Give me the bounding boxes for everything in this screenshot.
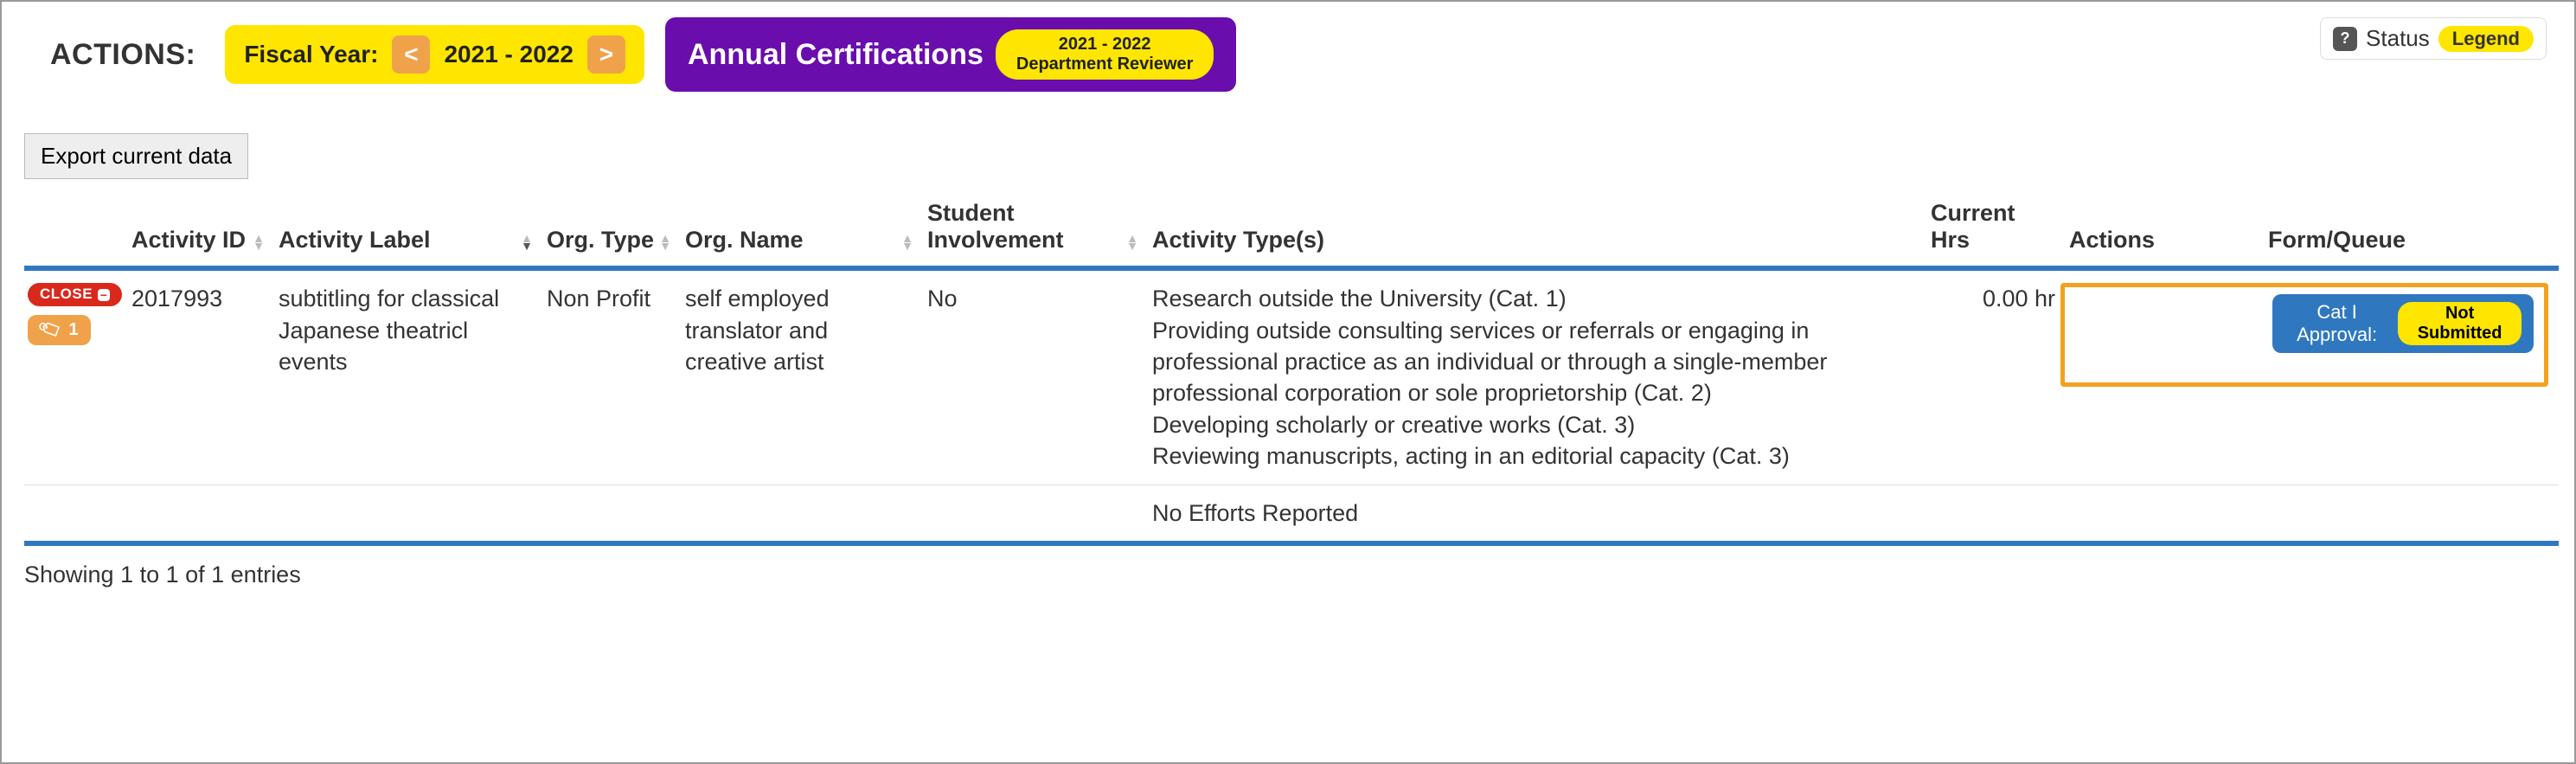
- cell-student-involvement: No: [924, 271, 1149, 485]
- approval-label: Cat I Approval:: [2284, 301, 2389, 346]
- minus-icon: −: [98, 289, 110, 301]
- export-button[interactable]: Export current data: [24, 133, 248, 179]
- col-activity-id[interactable]: Activity ID ▲▼: [128, 191, 275, 268]
- cell-form-queue: Cat I Approval: Not Submitted: [2265, 271, 2559, 485]
- row-controls: CLOSE − 🏷 1: [28, 283, 118, 345]
- actions-bar: ACTIONS: Fiscal Year: < 2021 - 2022 > An…: [24, 17, 2552, 92]
- actions-label: ACTIONS:: [50, 38, 195, 72]
- tag-count-button[interactable]: 🏷 1: [28, 315, 91, 345]
- cell-activity-label: subtitling for classical Japanese theatr…: [275, 271, 543, 485]
- fy-label: Fiscal Year:: [244, 41, 378, 68]
- cell-activity-types: Research outside the University (Cat. 1)…: [1149, 271, 1927, 485]
- sort-icon: ▲▼: [253, 234, 265, 250]
- app-frame: ? Status Legend ACTIONS: Fiscal Year: < …: [0, 0, 2576, 764]
- cell-activity-id: 2017993: [128, 271, 275, 485]
- sort-icon: ▲▼: [521, 234, 533, 250]
- status-legend-box[interactable]: ? Status Legend: [2320, 17, 2547, 60]
- table-row: CLOSE − 🏷 1 2017993 subtitling for class…: [24, 271, 2559, 485]
- fy-value: 2021 - 2022: [444, 41, 573, 68]
- col-activity-types: Activity Type(s): [1149, 191, 1927, 268]
- activity-type-line: Reviewing manuscripts, acting in an edit…: [1152, 440, 1917, 472]
- col-org-name[interactable]: Org. Name ▲▼: [682, 191, 924, 268]
- sort-icon: ▲▼: [1126, 234, 1138, 250]
- cert-badge-line1: 2021 - 2022: [1059, 35, 1151, 54]
- sort-icon: ▲▼: [901, 234, 913, 250]
- cell-current-hrs: 0.00 hr: [1927, 271, 2066, 485]
- cert-title: Annual Certifications: [688, 38, 984, 72]
- col-org-type[interactable]: Org. Type ▲▼: [543, 191, 682, 268]
- fy-prev-button[interactable]: <: [392, 35, 430, 74]
- form-queue-highlight-box: Cat I Approval: Not Submitted: [2060, 283, 2548, 387]
- close-row-button[interactable]: CLOSE −: [28, 283, 122, 306]
- col-student-involvement[interactable]: Student Involvement ▲▼: [924, 191, 1149, 268]
- legend-pill[interactable]: Legend: [2438, 26, 2534, 52]
- cat1-approval-button[interactable]: Cat I Approval: Not Submitted: [2272, 294, 2534, 353]
- fiscal-year-selector: Fiscal Year: < 2021 - 2022 >: [225, 25, 644, 84]
- col-activity-label[interactable]: Activity Label ▲▼: [275, 191, 543, 268]
- annual-cert-box[interactable]: Annual Certifications 2021 - 2022 Depart…: [665, 17, 1236, 92]
- sort-icon: ▲▼: [659, 234, 671, 250]
- activity-type-line: Developing scholarly or creative works (…: [1152, 409, 1917, 440]
- table-header-row: Activity ID ▲▼ Activity Label ▲▼ Org. Ty…: [24, 191, 2559, 268]
- tag-icon: 🏷: [35, 315, 65, 345]
- activities-table: Activity ID ▲▼ Activity Label ▲▼ Org. Ty…: [24, 191, 2559, 546]
- cert-badge-line2: Department Reviewer: [1016, 55, 1194, 74]
- col-actions: Actions: [2066, 191, 2265, 268]
- help-icon: ?: [2333, 27, 2357, 51]
- approval-status-pill: Not Submitted: [2398, 302, 2522, 345]
- fy-next-button[interactable]: >: [587, 35, 625, 74]
- cell-org-name: self employed translator and creative ar…: [682, 271, 924, 485]
- status-label: Status: [2366, 25, 2430, 52]
- col-form-queue: Form/Queue: [2265, 191, 2559, 268]
- entries-info: Showing 1 to 1 of 1 entries: [24, 562, 2552, 588]
- no-efforts-row: No Efforts Reported: [24, 485, 2559, 543]
- cell-org-type: Non Profit: [543, 271, 682, 485]
- activity-type-line: Providing outside consulting services or…: [1152, 315, 1917, 409]
- col-ctl: [24, 191, 128, 268]
- activity-type-line: Research outside the University (Cat. 1): [1152, 283, 1917, 314]
- cert-role-badge: 2021 - 2022 Department Reviewer: [996, 29, 1214, 80]
- no-efforts-text: No Efforts Reported: [1149, 485, 1927, 543]
- col-current-hrs: Current Hrs: [1927, 191, 2066, 268]
